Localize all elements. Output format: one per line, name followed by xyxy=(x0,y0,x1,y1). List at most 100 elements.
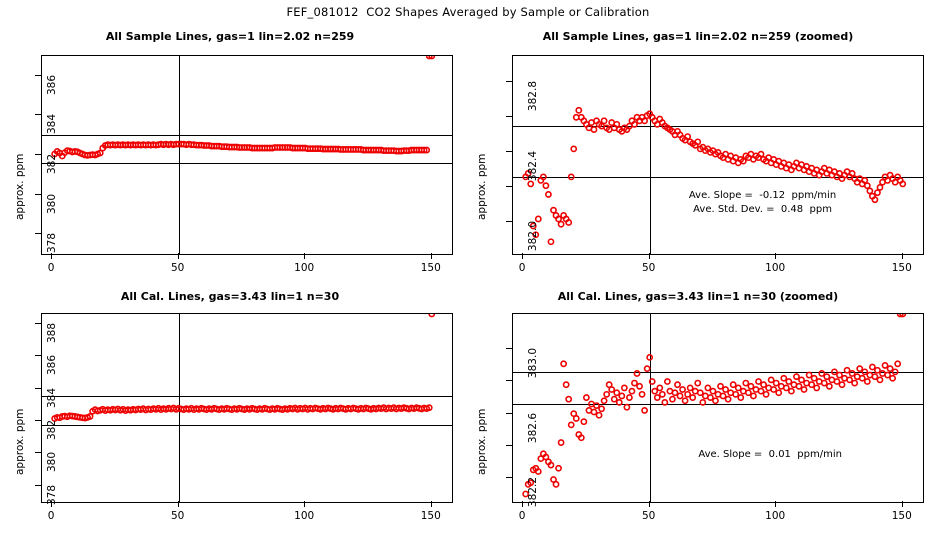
xtick-0 xyxy=(51,501,53,507)
xtick-1 xyxy=(177,253,179,259)
reference-line-horizontal-1 xyxy=(42,395,452,397)
reference-line-vertical-0 xyxy=(178,56,180,254)
xtick-2 xyxy=(775,501,777,507)
ytick-label-0: 382.2 xyxy=(527,476,540,507)
panel-sample-full: All Sample Lines, gas=1 lin=2.02 n=259 a… xyxy=(0,30,460,290)
ytick-label-1: 380 xyxy=(46,452,59,473)
ylabel-cal-full: approx. ppm xyxy=(14,408,26,475)
ytick-4 xyxy=(506,81,512,83)
xtick-label-1: 50 xyxy=(641,262,656,274)
reference-line-horizontal-1 xyxy=(513,371,923,373)
panel-sample-zoom: All Sample Lines, gas=1 lin=2.02 n=259 (… xyxy=(460,30,936,290)
xtick-2 xyxy=(775,253,777,259)
ytick-label-4: 383.0 xyxy=(527,348,540,379)
annotation-1: Ave. Std. Dev. = 0.48 ppm xyxy=(693,203,832,215)
ytick-4 xyxy=(506,348,512,350)
xtick-label-3: 150 xyxy=(891,510,912,522)
ytick-2 xyxy=(35,419,41,421)
ytick-label-3: 384 xyxy=(46,114,59,135)
ytick-label-5: 388 xyxy=(46,322,59,343)
data-points-cal-zoom xyxy=(522,314,907,498)
xtick-label-2: 100 xyxy=(765,510,786,522)
xtick-1 xyxy=(648,253,650,259)
panel-cal-full: All Cal. Lines, gas=3.43 lin=1 n=30 appr… xyxy=(0,290,460,540)
ytick-label-4: 382.8 xyxy=(527,81,540,112)
reference-line-horizontal-0 xyxy=(513,176,923,178)
ytick-1 xyxy=(506,186,512,188)
ytick-0 xyxy=(506,476,512,478)
ylabel-sample-zoom: approx. ppm xyxy=(476,153,488,220)
ytick-label-2: 382.4 xyxy=(527,151,540,182)
annotation-0: Ave. Slope = -0.12 ppm/min xyxy=(688,189,837,201)
ytick-label-4: 386 xyxy=(46,355,59,376)
ytick-0 xyxy=(35,233,41,235)
xtick-label-1: 50 xyxy=(170,510,185,522)
reference-line-vertical-0 xyxy=(649,314,651,502)
ytick-5 xyxy=(35,322,41,324)
ytick-4 xyxy=(35,74,41,76)
ytick-label-0: 378 xyxy=(46,233,59,254)
xtick-label-0: 0 xyxy=(518,262,526,274)
data-points-cal-full xyxy=(51,314,436,422)
ytick-3 xyxy=(35,387,41,389)
ytick-2 xyxy=(506,412,512,414)
ytick-4 xyxy=(35,355,41,357)
ytick-0 xyxy=(35,484,41,486)
ytick-label-2: 382.6 xyxy=(527,412,540,443)
xtick-3 xyxy=(430,501,432,507)
xtick-1 xyxy=(648,501,650,507)
ytick-3 xyxy=(506,116,512,118)
plot-area-sample-full[interactable] xyxy=(41,55,453,255)
xtick-3 xyxy=(901,501,903,507)
ylabel-sample-full: approx. ppm xyxy=(14,153,26,220)
plot-area-cal-zoom[interactable] xyxy=(512,313,924,503)
ytick-1 xyxy=(506,444,512,446)
plot-area-cal-full[interactable] xyxy=(41,313,453,503)
data-points-sample-full xyxy=(51,56,436,160)
ytick-label-3: 384 xyxy=(46,387,59,408)
ytick-label-1: 380 xyxy=(46,193,59,214)
panel-title-cal-full: All Cal. Lines, gas=3.43 lin=1 n=30 xyxy=(120,290,340,303)
xtick-label-1: 50 xyxy=(170,262,185,274)
xtick-3 xyxy=(430,253,432,259)
reference-line-vertical-0 xyxy=(649,56,651,254)
ytick-1 xyxy=(35,193,41,195)
ytick-label-4: 386 xyxy=(46,74,59,95)
xtick-label-2: 100 xyxy=(294,262,315,274)
reference-line-horizontal-1 xyxy=(513,126,923,128)
ylabel-cal-zoom: approx. ppm xyxy=(476,408,488,475)
xtick-label-3: 150 xyxy=(891,262,912,274)
xtick-label-0: 0 xyxy=(518,510,526,522)
ytick-2 xyxy=(35,154,41,155)
xtick-0 xyxy=(522,253,524,259)
xtick-0 xyxy=(522,501,524,507)
ytick-label-0: 382.0 xyxy=(527,221,540,252)
panel-title-cal-zoom: All Cal. Lines, gas=3.43 lin=1 n=30 (zoo… xyxy=(557,290,839,303)
reference-line-horizontal-1 xyxy=(42,135,452,137)
figure-title: FEF_081012 CO2 Shapes Averaged by Sample… xyxy=(286,5,650,19)
panel-title-sample-zoom: All Sample Lines, gas=1 lin=2.02 n=259 (… xyxy=(542,30,854,43)
annotation-0: Ave. Slope = 0.01 ppm/min xyxy=(698,449,842,460)
xtick-label-3: 150 xyxy=(420,262,441,274)
xtick-2 xyxy=(304,501,306,507)
xtick-2 xyxy=(304,253,306,259)
reference-line-horizontal-0 xyxy=(513,403,923,405)
panel-title-sample-full: All Sample Lines, gas=1 lin=2.02 n=259 xyxy=(105,30,355,43)
ytick-label-2: 382 xyxy=(46,154,59,175)
xtick-label-3: 150 xyxy=(420,510,441,522)
panel-cal-zoom: All Cal. Lines, gas=3.43 lin=1 n=30 (zoo… xyxy=(460,290,936,540)
xtick-label-0: 0 xyxy=(47,262,55,274)
ytick-2 xyxy=(506,151,512,153)
reference-line-horizontal-0 xyxy=(42,162,452,164)
ytick-3 xyxy=(506,380,512,382)
ytick-1 xyxy=(35,452,41,454)
ytick-0 xyxy=(506,221,512,223)
xtick-0 xyxy=(51,253,53,259)
xtick-1 xyxy=(177,501,179,507)
reference-line-horizontal-0 xyxy=(42,425,452,427)
xtick-3 xyxy=(901,253,903,259)
plot-area-sample-zoom[interactable] xyxy=(512,55,924,255)
xtick-label-1: 50 xyxy=(641,510,656,522)
xtick-label-0: 0 xyxy=(47,510,55,522)
